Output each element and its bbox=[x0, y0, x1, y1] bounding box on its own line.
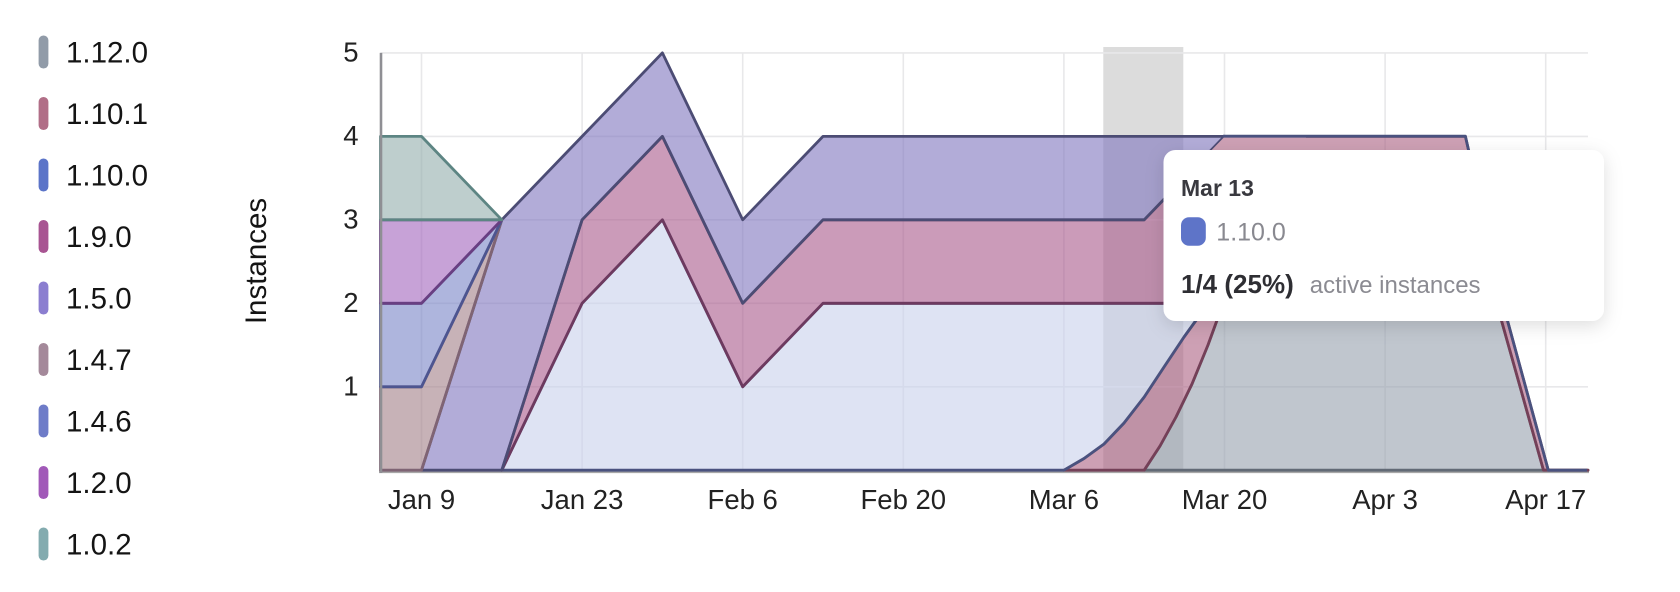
svg-text:Mar 13: Mar 13 bbox=[1181, 175, 1254, 201]
svg-text:4: 4 bbox=[343, 120, 358, 151]
svg-text:Feb 20: Feb 20 bbox=[860, 484, 946, 515]
svg-text:1.10.1: 1.10.1 bbox=[66, 98, 148, 131]
svg-text:1: 1 bbox=[343, 370, 358, 401]
svg-text:Mar 6: Mar 6 bbox=[1029, 484, 1099, 515]
svg-text:Feb 6: Feb 6 bbox=[708, 484, 778, 515]
svg-text:1.10.0: 1.10.0 bbox=[66, 159, 148, 192]
svg-text:2: 2 bbox=[343, 287, 358, 318]
svg-text:1.5.0: 1.5.0 bbox=[66, 282, 132, 315]
svg-text:Jan 23: Jan 23 bbox=[541, 484, 624, 515]
svg-text:1.9.0: 1.9.0 bbox=[66, 221, 132, 254]
svg-text:3: 3 bbox=[343, 203, 358, 234]
svg-text:1.4.6: 1.4.6 bbox=[66, 405, 132, 438]
svg-text:1.12.0: 1.12.0 bbox=[66, 36, 148, 69]
svg-text:1.0.2: 1.0.2 bbox=[66, 528, 132, 561]
svg-text:1.10.0: 1.10.0 bbox=[1216, 219, 1286, 247]
svg-text:Apr 17: Apr 17 bbox=[1505, 484, 1586, 515]
svg-text:Mar 20: Mar 20 bbox=[1182, 484, 1268, 515]
svg-text:Instances: Instances bbox=[240, 198, 273, 324]
svg-text:Jan 9: Jan 9 bbox=[388, 484, 455, 515]
svg-text:1/4 (25%): 1/4 (25%) bbox=[1181, 269, 1294, 299]
svg-text:active instances: active instances bbox=[1310, 272, 1481, 299]
svg-text:5: 5 bbox=[343, 37, 358, 68]
svg-text:Apr 3: Apr 3 bbox=[1352, 484, 1418, 515]
svg-text:1.4.7: 1.4.7 bbox=[66, 344, 132, 377]
svg-text:1.2.0: 1.2.0 bbox=[66, 467, 132, 500]
